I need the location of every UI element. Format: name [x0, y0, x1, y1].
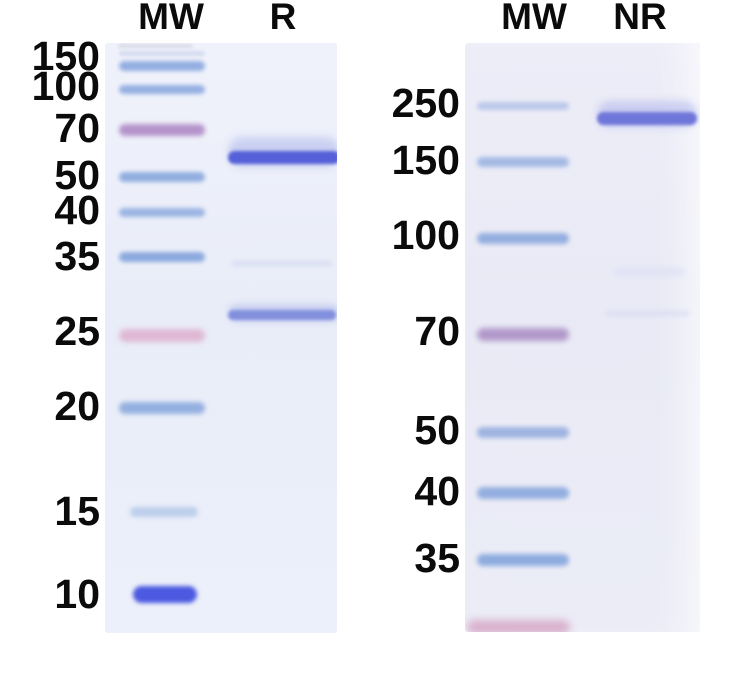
non-reduced-gel-sample-lane-nr-band-faint-smudge-upper — [615, 268, 685, 276]
reduced-gel-panel — [105, 43, 337, 633]
non-reduced-gel-mw-label-50: 50 — [414, 406, 460, 453]
reduced-gel-ladder-lane-band-35 — [119, 252, 205, 262]
reduced-gel-sample-lane-r-band-light-chain — [228, 310, 336, 320]
non-reduced-gel-ladder-lane-band-250 — [477, 102, 569, 110]
reduced-gel-ladder-lane-band-100 — [119, 84, 205, 94]
reduced-gel-ladder-lane-band-250-faint — [119, 50, 205, 56]
non-reduced-gel-panel — [465, 43, 700, 632]
reduced-gel-mw-label-35: 35 — [54, 232, 100, 279]
reduced-gel-mw-label-10: 10 — [54, 570, 100, 617]
non-reduced-gel-ladder-lane-band-70 — [477, 327, 569, 341]
non-reduced-gel-column-header-nr: NR — [613, 0, 667, 37]
non-reduced-gel-ladder-lane-band-50 — [477, 426, 569, 438]
reduced-gel-mw-label-25: 25 — [54, 307, 100, 354]
reduced-gel-ladder-lane-band-20 — [119, 402, 205, 414]
reduced-gel-mw-label-70: 70 — [54, 104, 100, 151]
reduced-gel-ladder-lane-band-10 — [133, 585, 197, 603]
non-reduced-gel-ladder-lane-band-40 — [477, 487, 569, 499]
reduced-gel-mw-label-15: 15 — [54, 487, 100, 534]
reduced-gel-sample-lane-r-band-heavy-chain — [228, 150, 337, 164]
reduced-gel-ladder-lane-band-150 — [119, 61, 205, 71]
reduced-gel-ladder-lane-band-50 — [119, 172, 205, 182]
non-reduced-gel-ladder-lane-band-35 — [477, 554, 569, 566]
reduced-gel-mw-label-20: 20 — [54, 382, 100, 429]
reduced-gel-column-header-mw: MW — [138, 0, 204, 37]
reduced-gel-ladder-lane-band-well-artifact — [118, 44, 193, 48]
reduced-gel-mw-label-50: 50 — [54, 151, 100, 198]
non-reduced-gel-sample-lane-nr-band-faint-smudge-lower — [605, 310, 690, 316]
non-reduced-gel-column-header-mw: MW — [501, 0, 567, 37]
non-reduced-gel-ladder-lane-band-100 — [477, 232, 569, 244]
non-reduced-gel-ladder-lane-band-150 — [477, 157, 569, 167]
non-reduced-gel-mw-label-70: 70 — [414, 307, 460, 354]
non-reduced-gel-sample-lane-nr-band-nr-main — [597, 111, 697, 125]
non-reduced-gel-mw-label-40: 40 — [414, 467, 460, 514]
non-reduced-gel-mw-label-150: 150 — [391, 136, 460, 183]
reduced-gel-mw-label-150: 150 — [31, 32, 100, 79]
reduced-gel-ladder-lane-band-15 — [130, 507, 198, 517]
reduced-gel-column-header-r: R — [269, 0, 297, 37]
non-reduced-gel-mw-label-250: 250 — [391, 79, 460, 126]
reduced-gel-sample-lane-r-band-35-region-faint — [232, 260, 332, 266]
reduced-gel-ladder-lane-band-40 — [119, 207, 205, 217]
reduced-gel-ladder-lane-band-25 — [119, 328, 205, 342]
reduced-gel-mw-label-40: 40 — [54, 186, 100, 233]
non-reduced-gel-mw-label-100: 100 — [391, 211, 460, 258]
reduced-gel-mw-label-100: 100 — [31, 62, 100, 109]
reduced-gel-ladder-lane-band-70 — [119, 124, 205, 136]
non-reduced-gel-mw-label-35: 35 — [414, 534, 460, 581]
non-reduced-gel-ladder-lane-band-25-pink-smear — [467, 620, 570, 632]
